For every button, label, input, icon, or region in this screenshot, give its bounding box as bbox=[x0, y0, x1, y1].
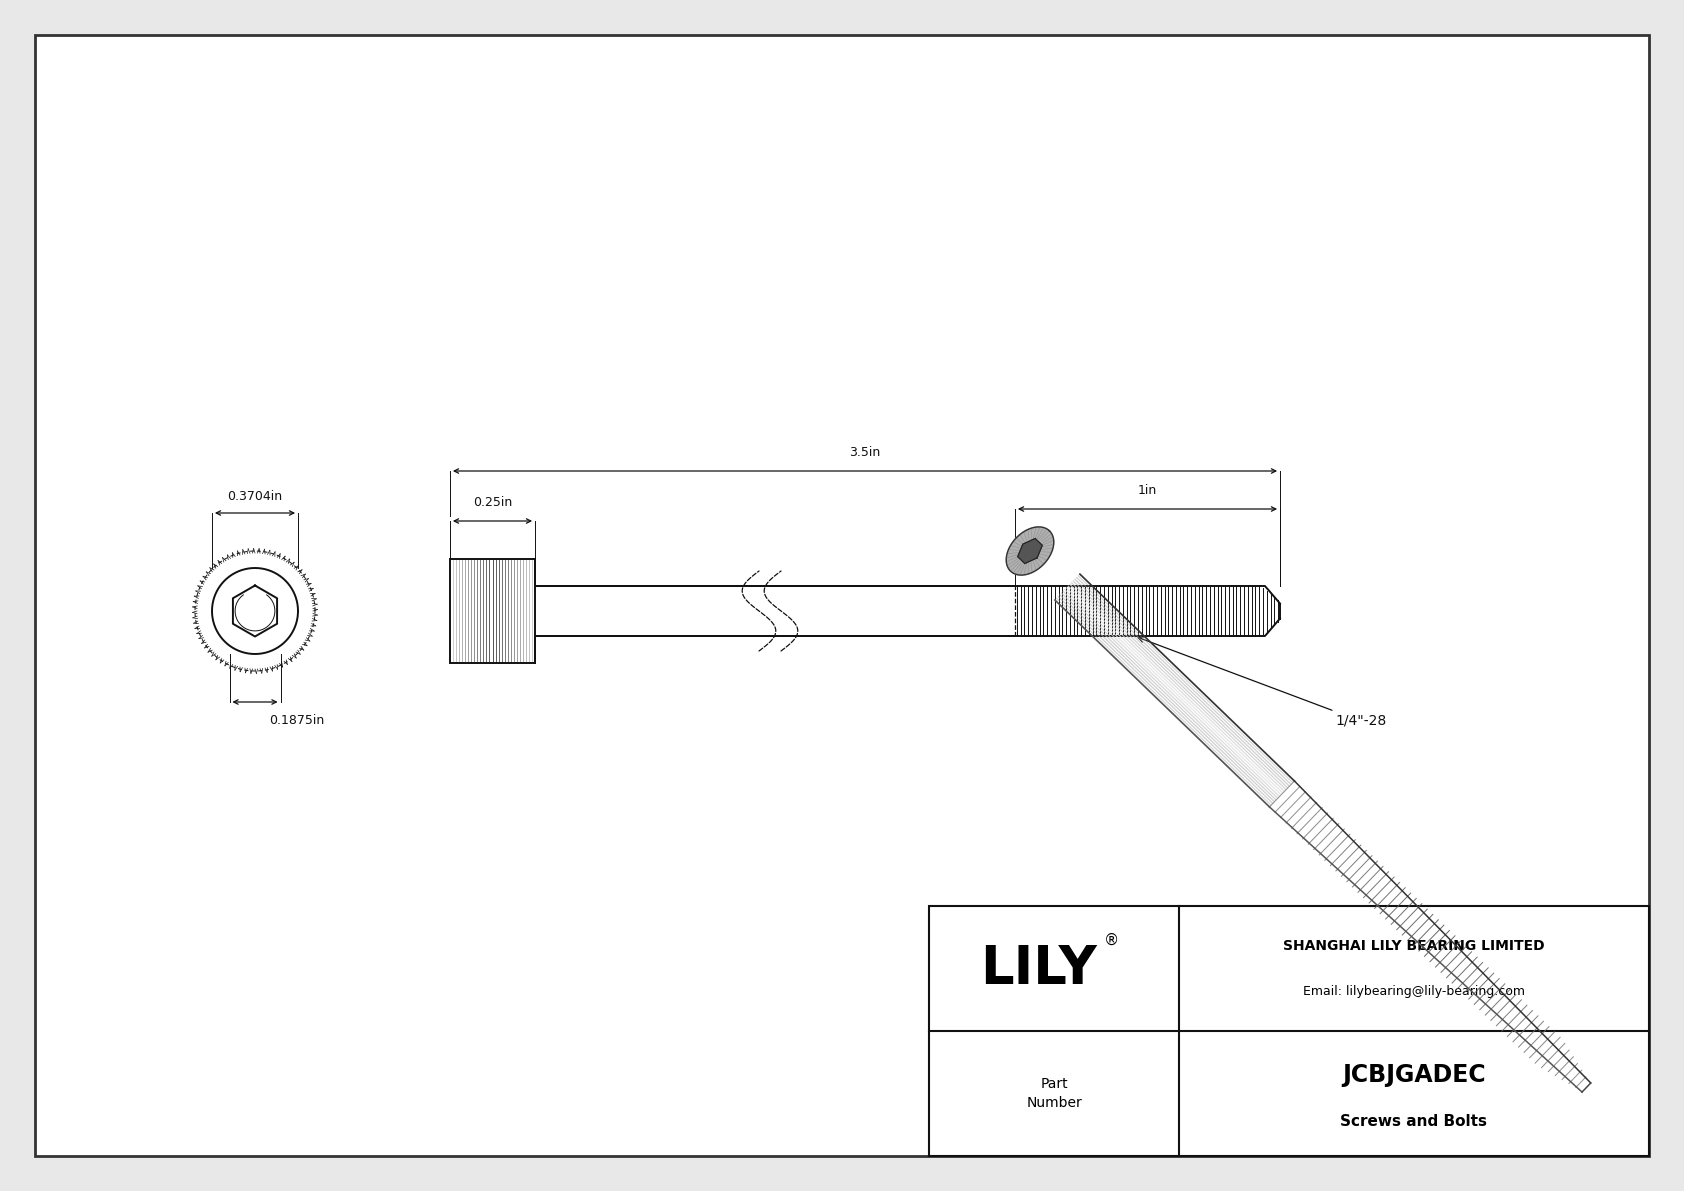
Text: Email: lilybearing@lily-bearing.com: Email: lilybearing@lily-bearing.com bbox=[1303, 985, 1526, 998]
Text: SHANGHAI LILY BEARING LIMITED: SHANGHAI LILY BEARING LIMITED bbox=[1283, 939, 1544, 953]
Text: 1in: 1in bbox=[1138, 484, 1157, 497]
Polygon shape bbox=[1017, 538, 1042, 563]
Bar bbox=[930, 906, 1649, 1156]
Text: Part
Number: Part Number bbox=[1026, 1077, 1081, 1110]
Text: Screws and Bolts: Screws and Bolts bbox=[1340, 1114, 1487, 1129]
Text: ®: ® bbox=[1103, 933, 1118, 948]
Text: JCBJGADEC: JCBJGADEC bbox=[1342, 1062, 1485, 1086]
Text: 3.5in: 3.5in bbox=[849, 445, 881, 459]
Text: 0.1875in: 0.1875in bbox=[269, 713, 325, 727]
Bar bbox=[536, 586, 1015, 636]
Text: LILY: LILY bbox=[980, 942, 1098, 994]
Text: 0.25in: 0.25in bbox=[473, 495, 512, 509]
Bar bbox=[450, 559, 536, 663]
Polygon shape bbox=[1007, 526, 1054, 575]
Bar bbox=[1015, 586, 1280, 636]
Bar bbox=[450, 559, 536, 663]
Text: 1/4"-28: 1/4"-28 bbox=[1138, 637, 1386, 728]
Text: 0.3704in: 0.3704in bbox=[227, 490, 283, 503]
